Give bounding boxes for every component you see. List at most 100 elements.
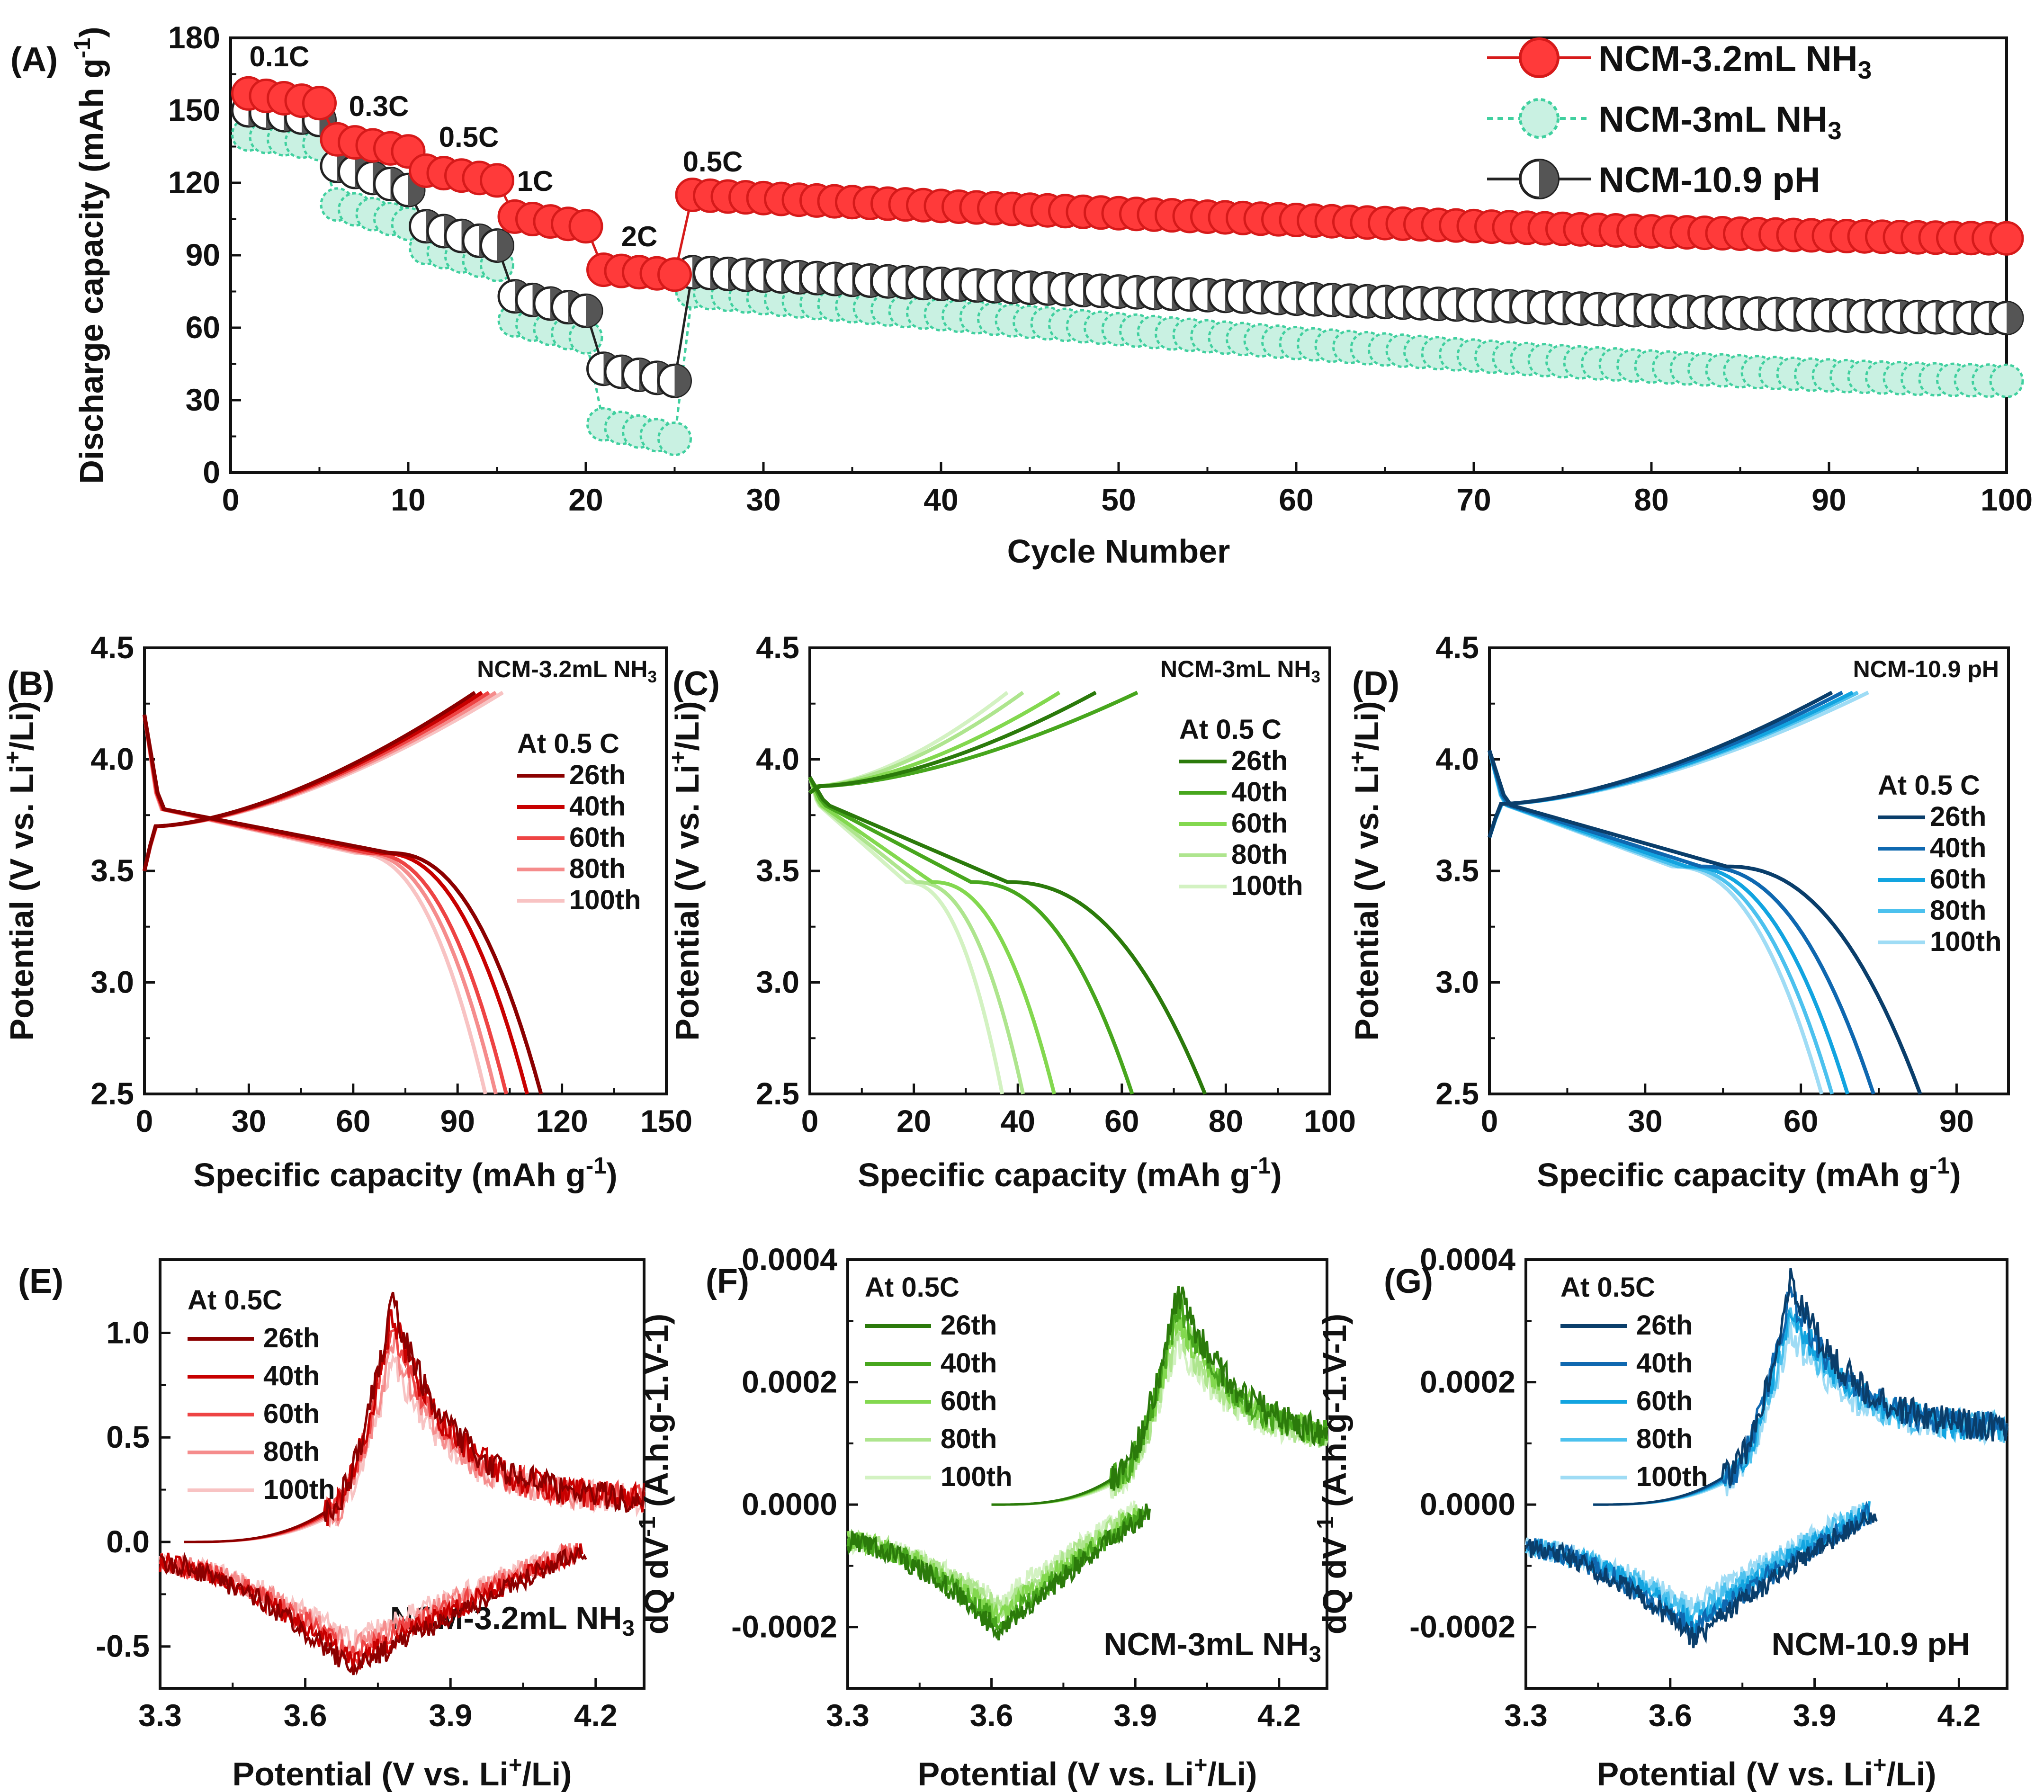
panel-tag-G: NCM-10.9 pH (1772, 1626, 1970, 1662)
panel-title-C: NCM-3mL NH3 (1160, 656, 1320, 686)
x-tick-label: 4.2 (574, 1698, 618, 1733)
rate-label: 0.1C (250, 41, 310, 72)
plot-frame-F (846, 1258, 1328, 1690)
charge-branch-26th (1593, 1268, 2008, 1506)
rate-label: 2C (621, 221, 658, 252)
y-tick-label: 2.5 (90, 1076, 134, 1111)
legend-entry: 100th (1636, 1461, 1708, 1492)
data-point-1 (1989, 221, 2024, 256)
discharge-curve-26th (808, 776, 1207, 1095)
charge-curve-26th (1488, 690, 1833, 838)
discharge-curve-100th (143, 714, 487, 1094)
x-tick-label: 20 (568, 482, 603, 517)
x-tick-label: 3.6 (1649, 1698, 1692, 1733)
y-tick-label: -0.0002 (1409, 1609, 1515, 1644)
rate-label: 0.5C (683, 146, 743, 178)
discharge-branch-26th (846, 1503, 1151, 1640)
x-tick-label: 40 (1000, 1103, 1035, 1138)
charge-branch-40th (184, 1309, 645, 1543)
x-tick-label: 3.6 (284, 1698, 327, 1733)
x-tick-label: 3.3 (1504, 1698, 1548, 1733)
x-tick-label: 100 (1981, 482, 2033, 517)
charge-curve-26th (808, 690, 1097, 795)
plot-frame-G (1524, 1258, 2008, 1690)
marker-hatched (1989, 363, 2024, 398)
y-tick-label: 3.5 (756, 853, 799, 888)
data-point-3 (657, 363, 692, 398)
y-axis-title-G: dQ dV-1 (A.h.g-1.V-1) (1313, 1314, 1353, 1634)
y-axis-title-B: Potential (V vs. Li+/Li) (0, 701, 40, 1040)
charge-branch-26th (991, 1286, 1328, 1506)
legend-title-F: At 0.5C (865, 1272, 959, 1303)
legend-title-E: At 0.5C (188, 1285, 282, 1316)
y-tick-label: -0.0002 (731, 1609, 837, 1644)
legend-entry: 60th (1231, 808, 1288, 839)
x-tick-label: 3.9 (1793, 1698, 1837, 1733)
plot-frame-E (159, 1258, 645, 1690)
x-tick-label: 3.3 (138, 1698, 182, 1733)
marker-hatched (657, 421, 692, 457)
x-tick-label: 3.9 (1113, 1698, 1157, 1733)
legend-entry: 80th (941, 1424, 997, 1454)
y-tick-label: 60 (186, 310, 220, 345)
x-tick-label: 0 (801, 1103, 819, 1138)
marker-filled (1989, 221, 2024, 256)
y-tick-label: 4.0 (756, 742, 799, 777)
x-tick-label: 60 (1104, 1103, 1139, 1138)
marker-filled (302, 86, 337, 121)
panel-label-C: (C) (672, 665, 720, 703)
marker-half-fill (674, 365, 691, 397)
legend-entry: NCM-3.2mL NH3 (1598, 39, 1872, 84)
legend-entry: 100th (1930, 926, 2002, 957)
x-tick-label: 80 (1209, 1103, 1243, 1138)
x-tick-label: 60 (1279, 482, 1313, 517)
marker-filled (480, 163, 514, 198)
data-point-3 (568, 293, 603, 328)
x-tick-label: 3.9 (429, 1698, 472, 1733)
rate-label: 1C (517, 165, 554, 197)
rate-label: 0.3C (349, 90, 409, 122)
x-tick-label: 60 (336, 1103, 370, 1138)
y-tick-label: 0.0000 (742, 1487, 837, 1522)
data-point-1 (568, 209, 603, 244)
discharge-curve-40th (1488, 750, 1875, 1095)
data-point-1 (480, 163, 514, 198)
legend-entry: 60th (941, 1386, 997, 1416)
x-tick-label: 30 (232, 1103, 266, 1138)
legend-entry: 60th (569, 822, 626, 853)
marker-filled (568, 209, 603, 244)
y-tick-label: 180 (168, 20, 220, 55)
y-tick-label: 4.5 (90, 630, 134, 665)
discharge-curve-40th (808, 776, 1134, 1095)
legend-entry: 26th (1231, 745, 1288, 776)
x-axis-title-C: Specific capacity (mAh g-1) (858, 1153, 1282, 1193)
data-point-3 (480, 228, 514, 263)
legend-entry: 40th (263, 1361, 320, 1391)
y-tick-label: 0.0002 (1420, 1364, 1515, 1399)
x-tick-label: 0 (136, 1103, 153, 1138)
panel-label-B: (B) (7, 665, 54, 703)
discharge-curve-60th (143, 714, 508, 1094)
y-tick-label: 0.0 (106, 1524, 150, 1559)
legend-entry: 80th (263, 1436, 320, 1467)
y-tick-label: 0.5 (106, 1419, 150, 1454)
legend-entry: 40th (1636, 1348, 1693, 1379)
panel-label-A: (A) (10, 41, 58, 79)
y-tick-label: 1.0 (106, 1315, 150, 1350)
panel-title-B: NCM-3.2mL NH3 (477, 656, 657, 686)
rate-label: 0.5C (439, 121, 499, 153)
legend-entry: 80th (1636, 1424, 1693, 1454)
legend-marker-filled (1519, 37, 1560, 78)
y-tick-label: 90 (186, 237, 220, 272)
legend-marker-half-fill (1539, 160, 1558, 198)
x-axis-title-D: Specific capacity (mAh g-1) (1537, 1153, 1961, 1193)
marker-filled (657, 257, 692, 292)
legend-entry: 60th (1930, 864, 1986, 895)
legend-entry: 26th (569, 760, 626, 790)
legend-entry: 26th (941, 1310, 997, 1341)
legend-entry: 40th (1930, 833, 1986, 863)
x-tick-label: 30 (1628, 1103, 1662, 1138)
panel-label-F: (F) (706, 1263, 749, 1300)
legend-entry: 60th (263, 1398, 320, 1429)
y-tick-label: 3.0 (90, 965, 134, 1000)
